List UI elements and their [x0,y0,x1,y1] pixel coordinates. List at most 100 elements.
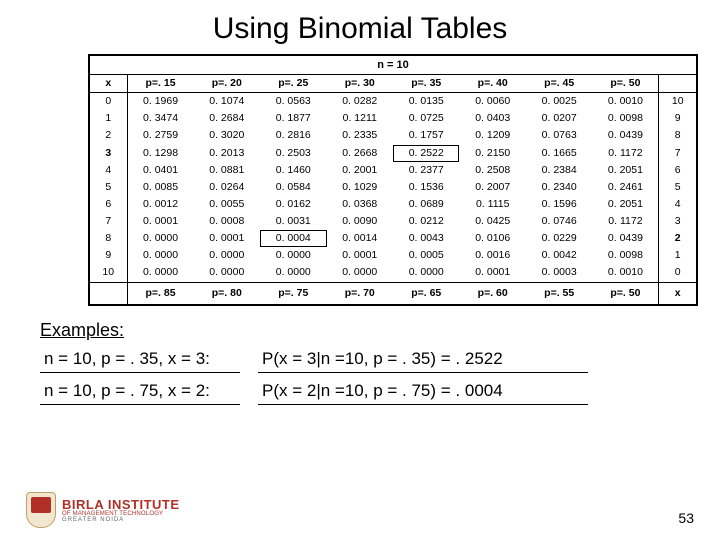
col-header-p: p=. 40 [459,75,525,93]
table-row: 100. 00000. 00000. 00000. 00000. 00000. … [90,264,696,282]
x-complement: 9 [659,110,696,127]
x-value: 2 [90,127,127,144]
prob-cell: 0. 0000 [127,247,193,264]
prob-cell: 0. 0000 [127,230,193,247]
prob-cell: 0. 0010 [592,93,658,111]
prob-cell: 0. 0025 [526,93,592,111]
prob-cell: 0. 0000 [327,264,393,282]
x-complement: 1 [659,247,696,264]
prob-cell: 0. 1172 [592,145,658,162]
institute-logo: BIRLA INSTITUTE OF MANAGEMENT TECHNOLOGY… [26,492,180,528]
prob-cell: 0. 1074 [194,93,260,111]
logo-line-3: GREATER NOIDA [62,517,180,523]
prob-cell: 0. 0106 [459,230,525,247]
prob-cell: 0. 0368 [327,196,393,213]
foot-p: p=. 75 [260,282,326,304]
x-value: 3 [90,145,127,162]
prob-cell: 0. 0098 [592,110,658,127]
table-row: 60. 00120. 00550. 01620. 03680. 06890. 1… [90,196,696,213]
prob-cell: 0. 0439 [592,127,658,144]
x-value: 4 [90,162,127,179]
prob-cell: 0. 0014 [327,230,393,247]
prob-cell: 0. 0403 [459,110,525,127]
prob-cell: 0. 2007 [459,179,525,196]
table-row: 10. 34740. 26840. 18770. 12110. 07250. 0… [90,110,696,127]
example-row: n = 10, p = . 75, x = 2:P(x = 2|n =10, p… [40,379,720,405]
foot-p: p=. 70 [327,282,393,304]
x-value: 6 [90,196,127,213]
example-answer: P(x = 3|n =10, p = . 35) = . 2522 [258,347,588,373]
x-complement: 6 [659,162,696,179]
x-complement: 4 [659,196,696,213]
foot-p: p=. 65 [393,282,459,304]
prob-cell: 0. 0008 [194,213,260,230]
prob-cell: 0. 0003 [526,264,592,282]
prob-cell: 0. 0725 [393,110,459,127]
prob-cell: 0. 0763 [526,127,592,144]
prob-cell: 0. 2503 [260,145,326,162]
prob-cell: 0. 1596 [526,196,592,213]
col-header-p: p=. 50 [592,75,658,93]
col-header-p: p=. 45 [526,75,592,93]
prob-cell: 0. 0000 [194,247,260,264]
prob-cell: 0. 0563 [260,93,326,111]
prob-cell: 0. 0055 [194,196,260,213]
prob-cell: 0. 2508 [459,162,525,179]
table-row: 40. 04010. 08810. 14600. 20010. 23770. 2… [90,162,696,179]
prob-cell: 0. 0881 [194,162,260,179]
x-value: 7 [90,213,127,230]
foot-p: p=. 50 [592,282,658,304]
prob-cell: 0. 0282 [327,93,393,111]
prob-cell: 0. 2013 [194,145,260,162]
col-header-p: p=. 30 [327,75,393,93]
prob-cell: 0. 2384 [526,162,592,179]
prob-cell: 0. 2816 [260,127,326,144]
x-value: 9 [90,247,127,264]
col-header-right [659,75,696,93]
prob-cell: 0. 1209 [459,127,525,144]
foot-x: x [659,282,696,304]
prob-cell: 0. 0012 [127,196,193,213]
prob-cell: 0. 1665 [526,145,592,162]
x-value: 0 [90,93,127,111]
prob-cell: 0. 2150 [459,145,525,162]
prob-cell: 0. 3474 [127,110,193,127]
prob-cell: 0. 0060 [459,93,525,111]
prob-cell: 0. 0135 [393,93,459,111]
prob-cell: 0. 0689 [393,196,459,213]
prob-cell: 0. 0401 [127,162,193,179]
prob-cell: 0. 0584 [260,179,326,196]
x-value: 5 [90,179,127,196]
prob-cell: 0. 0212 [393,213,459,230]
binomial-table: n = 10 xp=. 15p=. 20p=. 25p=. 30p=. 35p=… [88,54,698,306]
logo-line-2: OF MANAGEMENT TECHNOLOGY [62,511,180,517]
examples-heading: Examples: [40,320,720,341]
prob-cell: 0. 0005 [393,247,459,264]
logo-crest-icon [26,492,56,528]
prob-cell: 0. 2461 [592,179,658,196]
prob-cell: 0. 2051 [592,196,658,213]
x-complement: 7 [659,145,696,162]
x-value: 10 [90,264,127,282]
col-header-x: x [90,75,127,93]
prob-cell: 0. 0746 [526,213,592,230]
prob-cell: 0. 2340 [526,179,592,196]
prob-cell: 0. 1115 [459,196,525,213]
prob-cell: 0. 2001 [327,162,393,179]
prob-cell: 0. 0031 [260,213,326,230]
x-value: 1 [90,110,127,127]
prob-cell: 0. 0207 [526,110,592,127]
prob-cell: 0. 0264 [194,179,260,196]
prob-cell: 0. 0000 [260,264,326,282]
prob-cell: 0. 0016 [459,247,525,264]
prob-cell: 0. 0043 [393,230,459,247]
prob-cell: 0. 1460 [260,162,326,179]
prob-cell: 0. 2335 [327,127,393,144]
prob-cell: 0. 1211 [327,110,393,127]
foot-p: p=. 55 [526,282,592,304]
x-value: 8 [90,230,127,247]
prob-cell: 0. 0085 [127,179,193,196]
foot-p: p=. 85 [127,282,193,304]
examples-section: Examples: n = 10, p = . 35, x = 3:P(x = … [40,320,720,405]
prob-cell: 0. 3020 [194,127,260,144]
